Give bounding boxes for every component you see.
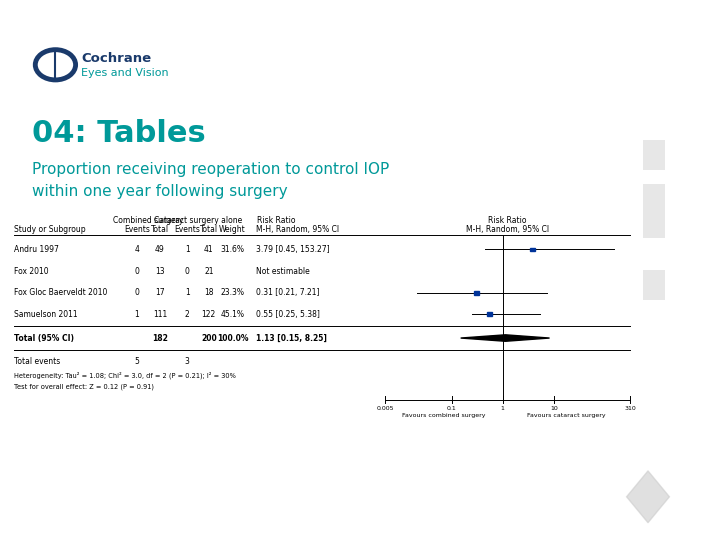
Text: 18: 18 — [204, 288, 214, 297]
Text: Favours combined surgery: Favours combined surgery — [402, 413, 486, 417]
Text: Fox Gloc Baerveldt 2010: Fox Gloc Baerveldt 2010 — [14, 288, 108, 297]
Text: Samuelson 2011: Samuelson 2011 — [14, 310, 78, 319]
Text: Favours cataract surgery: Favours cataract surgery — [527, 413, 606, 417]
Bar — [474, 291, 480, 295]
Text: Study or Subgroup: Study or Subgroup — [14, 225, 86, 234]
Text: Risk Ratio: Risk Ratio — [488, 216, 527, 225]
Text: 0.005: 0.005 — [377, 406, 394, 410]
Text: 122: 122 — [202, 310, 216, 319]
Text: 41: 41 — [204, 245, 214, 254]
Text: 10: 10 — [550, 406, 558, 410]
Text: 1: 1 — [501, 406, 505, 410]
Text: M-H, Random, 95% CI: M-H, Random, 95% CI — [466, 225, 549, 234]
Text: Test for overall effect: Z = 0.12 (P = 0.91): Test for overall effect: Z = 0.12 (P = 0… — [14, 383, 154, 390]
Bar — [643, 184, 665, 238]
Text: Risk Ratio: Risk Ratio — [257, 216, 296, 225]
Text: Total: Total — [199, 225, 218, 234]
Text: 1: 1 — [185, 288, 189, 297]
Text: Eyes and Vision: Eyes and Vision — [81, 68, 169, 78]
Text: 182: 182 — [152, 334, 168, 342]
Bar — [487, 312, 492, 316]
Text: 310: 310 — [624, 406, 636, 410]
Text: 5: 5 — [135, 357, 139, 366]
Text: 100.0%: 100.0% — [217, 334, 248, 342]
Text: Cochrane: Cochrane — [81, 52, 151, 65]
Text: 111: 111 — [153, 310, 167, 319]
Text: Total: Total — [150, 225, 169, 234]
Polygon shape — [461, 335, 549, 341]
Text: 2: 2 — [185, 310, 189, 319]
Text: 04: Tables: 04: Tables — [32, 119, 206, 148]
Text: 0: 0 — [135, 267, 139, 275]
Text: 45.1%: 45.1% — [220, 310, 245, 319]
Text: 0: 0 — [185, 267, 189, 275]
Text: Heterogeneity: Tau² = 1.08; Chi² = 3.0, df = 2 (P = 0.21); I² = 30%: Heterogeneity: Tau² = 1.08; Chi² = 3.0, … — [14, 371, 236, 379]
Text: 0.55 [0.25, 5.38]: 0.55 [0.25, 5.38] — [256, 310, 320, 319]
Text: 3.79 [0.45, 153.27]: 3.79 [0.45, 153.27] — [256, 245, 330, 254]
Text: Events: Events — [174, 225, 200, 234]
Text: 0: 0 — [135, 288, 139, 297]
Bar — [643, 140, 665, 170]
Text: 1.13 [0.15, 8.25]: 1.13 [0.15, 8.25] — [256, 334, 327, 342]
Text: 13: 13 — [155, 267, 165, 275]
Text: 23.3%: 23.3% — [220, 288, 245, 297]
Text: Fox 2010: Fox 2010 — [14, 267, 49, 275]
Text: 4: 4 — [135, 245, 139, 254]
Text: 1: 1 — [135, 310, 139, 319]
Text: 21: 21 — [204, 267, 214, 275]
Text: 17: 17 — [155, 288, 165, 297]
Text: 200: 200 — [201, 334, 217, 342]
Text: Proportion receiving reoperation to control IOP: Proportion receiving reoperation to cont… — [32, 162, 390, 177]
Text: 31.6%: 31.6% — [220, 245, 245, 254]
Text: 0.1: 0.1 — [447, 406, 456, 410]
Text: Not estimable: Not estimable — [256, 267, 310, 275]
Bar — [530, 247, 535, 252]
Text: Total events: Total events — [14, 357, 60, 366]
Text: Weight: Weight — [219, 225, 246, 234]
Text: Total (95% CI): Total (95% CI) — [14, 334, 74, 342]
Text: Cataract surgery alone: Cataract surgery alone — [154, 216, 242, 225]
Text: M-H, Random, 95% CI: M-H, Random, 95% CI — [256, 225, 339, 234]
Text: Combined surgery: Combined surgery — [113, 216, 184, 225]
Text: 1: 1 — [185, 245, 189, 254]
Text: 49: 49 — [155, 245, 165, 254]
Text: Andru 1997: Andru 1997 — [14, 245, 59, 254]
Text: 0.31 [0.21, 7.21]: 0.31 [0.21, 7.21] — [256, 288, 320, 297]
Bar — [643, 270, 665, 300]
Polygon shape — [626, 471, 670, 523]
Text: 3: 3 — [185, 357, 189, 366]
Text: within one year following surgery: within one year following surgery — [32, 184, 288, 199]
Text: Events: Events — [124, 225, 150, 234]
